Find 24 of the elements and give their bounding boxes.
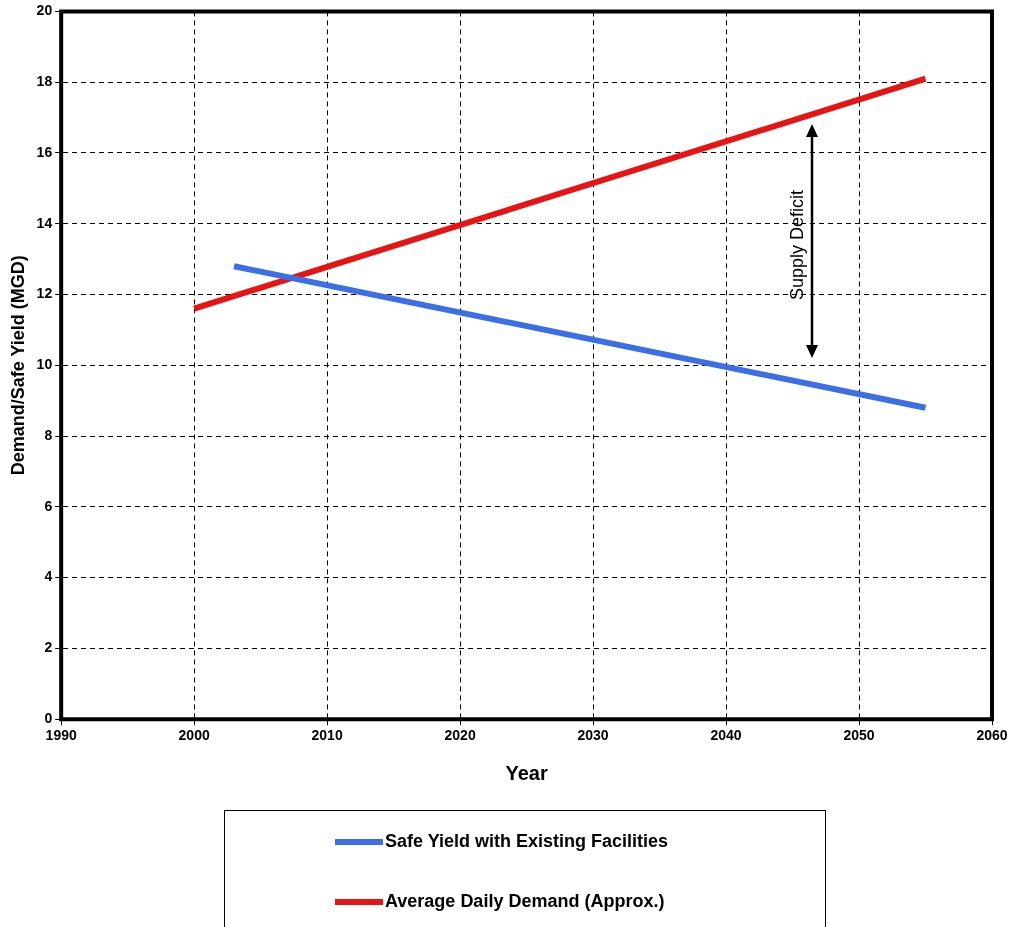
y-tick-label: 8 bbox=[44, 426, 53, 443]
x-tick-label: 1990 bbox=[45, 727, 77, 744]
y-tick-label: 20 bbox=[36, 2, 53, 19]
y-tick-label: 10 bbox=[36, 356, 53, 373]
y-tick-label: 14 bbox=[36, 214, 53, 231]
y-tick-label: 6 bbox=[44, 497, 53, 514]
y-tick-label: 12 bbox=[36, 285, 53, 302]
legend-label: Safe Yield with Existing Facilities bbox=[385, 831, 669, 852]
legend-label: Average Daily Demand (Approx.) bbox=[385, 891, 665, 912]
x-tick-label: 2060 bbox=[976, 727, 1008, 744]
x-tick-label: 2000 bbox=[178, 727, 210, 744]
y-tick-label: 0 bbox=[44, 710, 53, 727]
x-tick-label: 2040 bbox=[710, 727, 742, 744]
annotation: Supply Deficit bbox=[786, 189, 808, 301]
x-axis-title: Year bbox=[505, 761, 548, 784]
y-tick-label: 2 bbox=[44, 639, 53, 656]
x-tick-label: 2010 bbox=[311, 727, 343, 744]
y-tick-label: 4 bbox=[44, 568, 53, 585]
x-tick-label: 2020 bbox=[444, 727, 476, 744]
y-axis-title: Demand/Safe Yield (MGD) bbox=[7, 255, 28, 476]
y-tick-label: 18 bbox=[36, 73, 53, 90]
y-tick-label: 16 bbox=[36, 143, 53, 160]
x-tick-label: 2050 bbox=[843, 727, 875, 744]
x-tick-label: 2030 bbox=[577, 727, 609, 744]
